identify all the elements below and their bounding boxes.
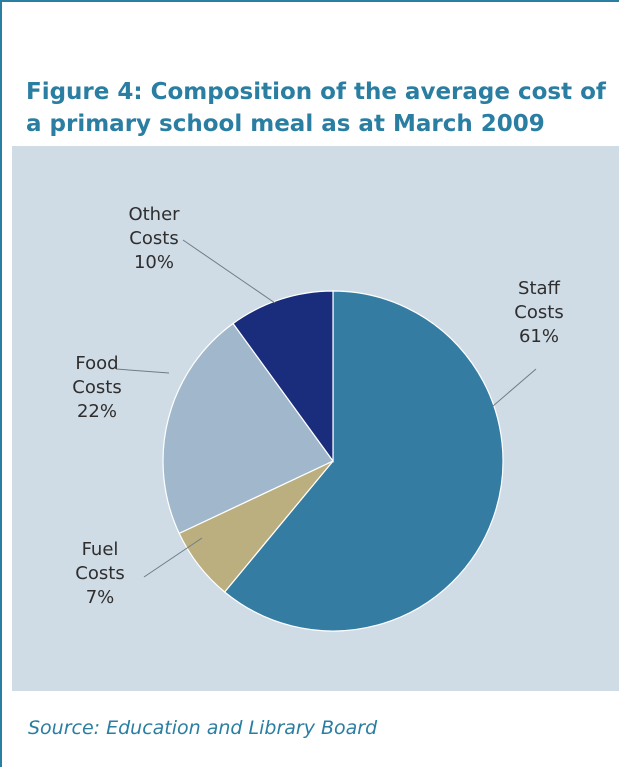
slice-name-line: Costs xyxy=(129,228,178,249)
pie-slice-other-costs xyxy=(232,290,334,463)
leader-line-staff-costs xyxy=(492,368,537,407)
leader-line-food-costs xyxy=(115,368,170,374)
pie-chart: Staff Costs 61% Fuel Costs 7% Food Costs 22% Othe… xyxy=(72,204,564,632)
chart-title: Figure 4: Composition of the average cos… xyxy=(26,79,606,137)
slice-label-other-costs: Other Costs 10% xyxy=(128,204,180,273)
slice-value-label: 10% xyxy=(134,252,174,273)
slice-value-label: 61% xyxy=(519,326,559,347)
slice-name-line: Staff xyxy=(518,278,561,299)
pie-slice-staff-costs xyxy=(223,290,504,632)
source-note: Source: Education and Library Board xyxy=(28,717,378,739)
slice-value-label: 22% xyxy=(77,401,117,422)
slice-name-line: Costs xyxy=(72,377,121,398)
slice-name-line: Costs xyxy=(75,563,124,584)
slice-label-food-costs: Food Costs 22% xyxy=(72,353,121,422)
slice-name-line: Fuel xyxy=(82,539,119,560)
chart-panel: Staff Costs 61% Fuel Costs 7% Food Costs 22% Othe… xyxy=(12,146,619,691)
leader-line-other-costs xyxy=(182,239,276,304)
slice-name-line: Costs xyxy=(514,302,563,323)
leader-line-fuel-costs xyxy=(143,537,203,578)
slice-value-label: 7% xyxy=(86,587,115,608)
slice-label-staff-costs: Staff Costs 61% xyxy=(514,278,563,347)
slice-name-line: Other xyxy=(128,204,180,225)
slice-name-line: Food xyxy=(75,353,118,374)
pie-slice-food-costs xyxy=(162,322,334,535)
slice-label-fuel-costs: Fuel Costs 7% xyxy=(75,539,124,608)
